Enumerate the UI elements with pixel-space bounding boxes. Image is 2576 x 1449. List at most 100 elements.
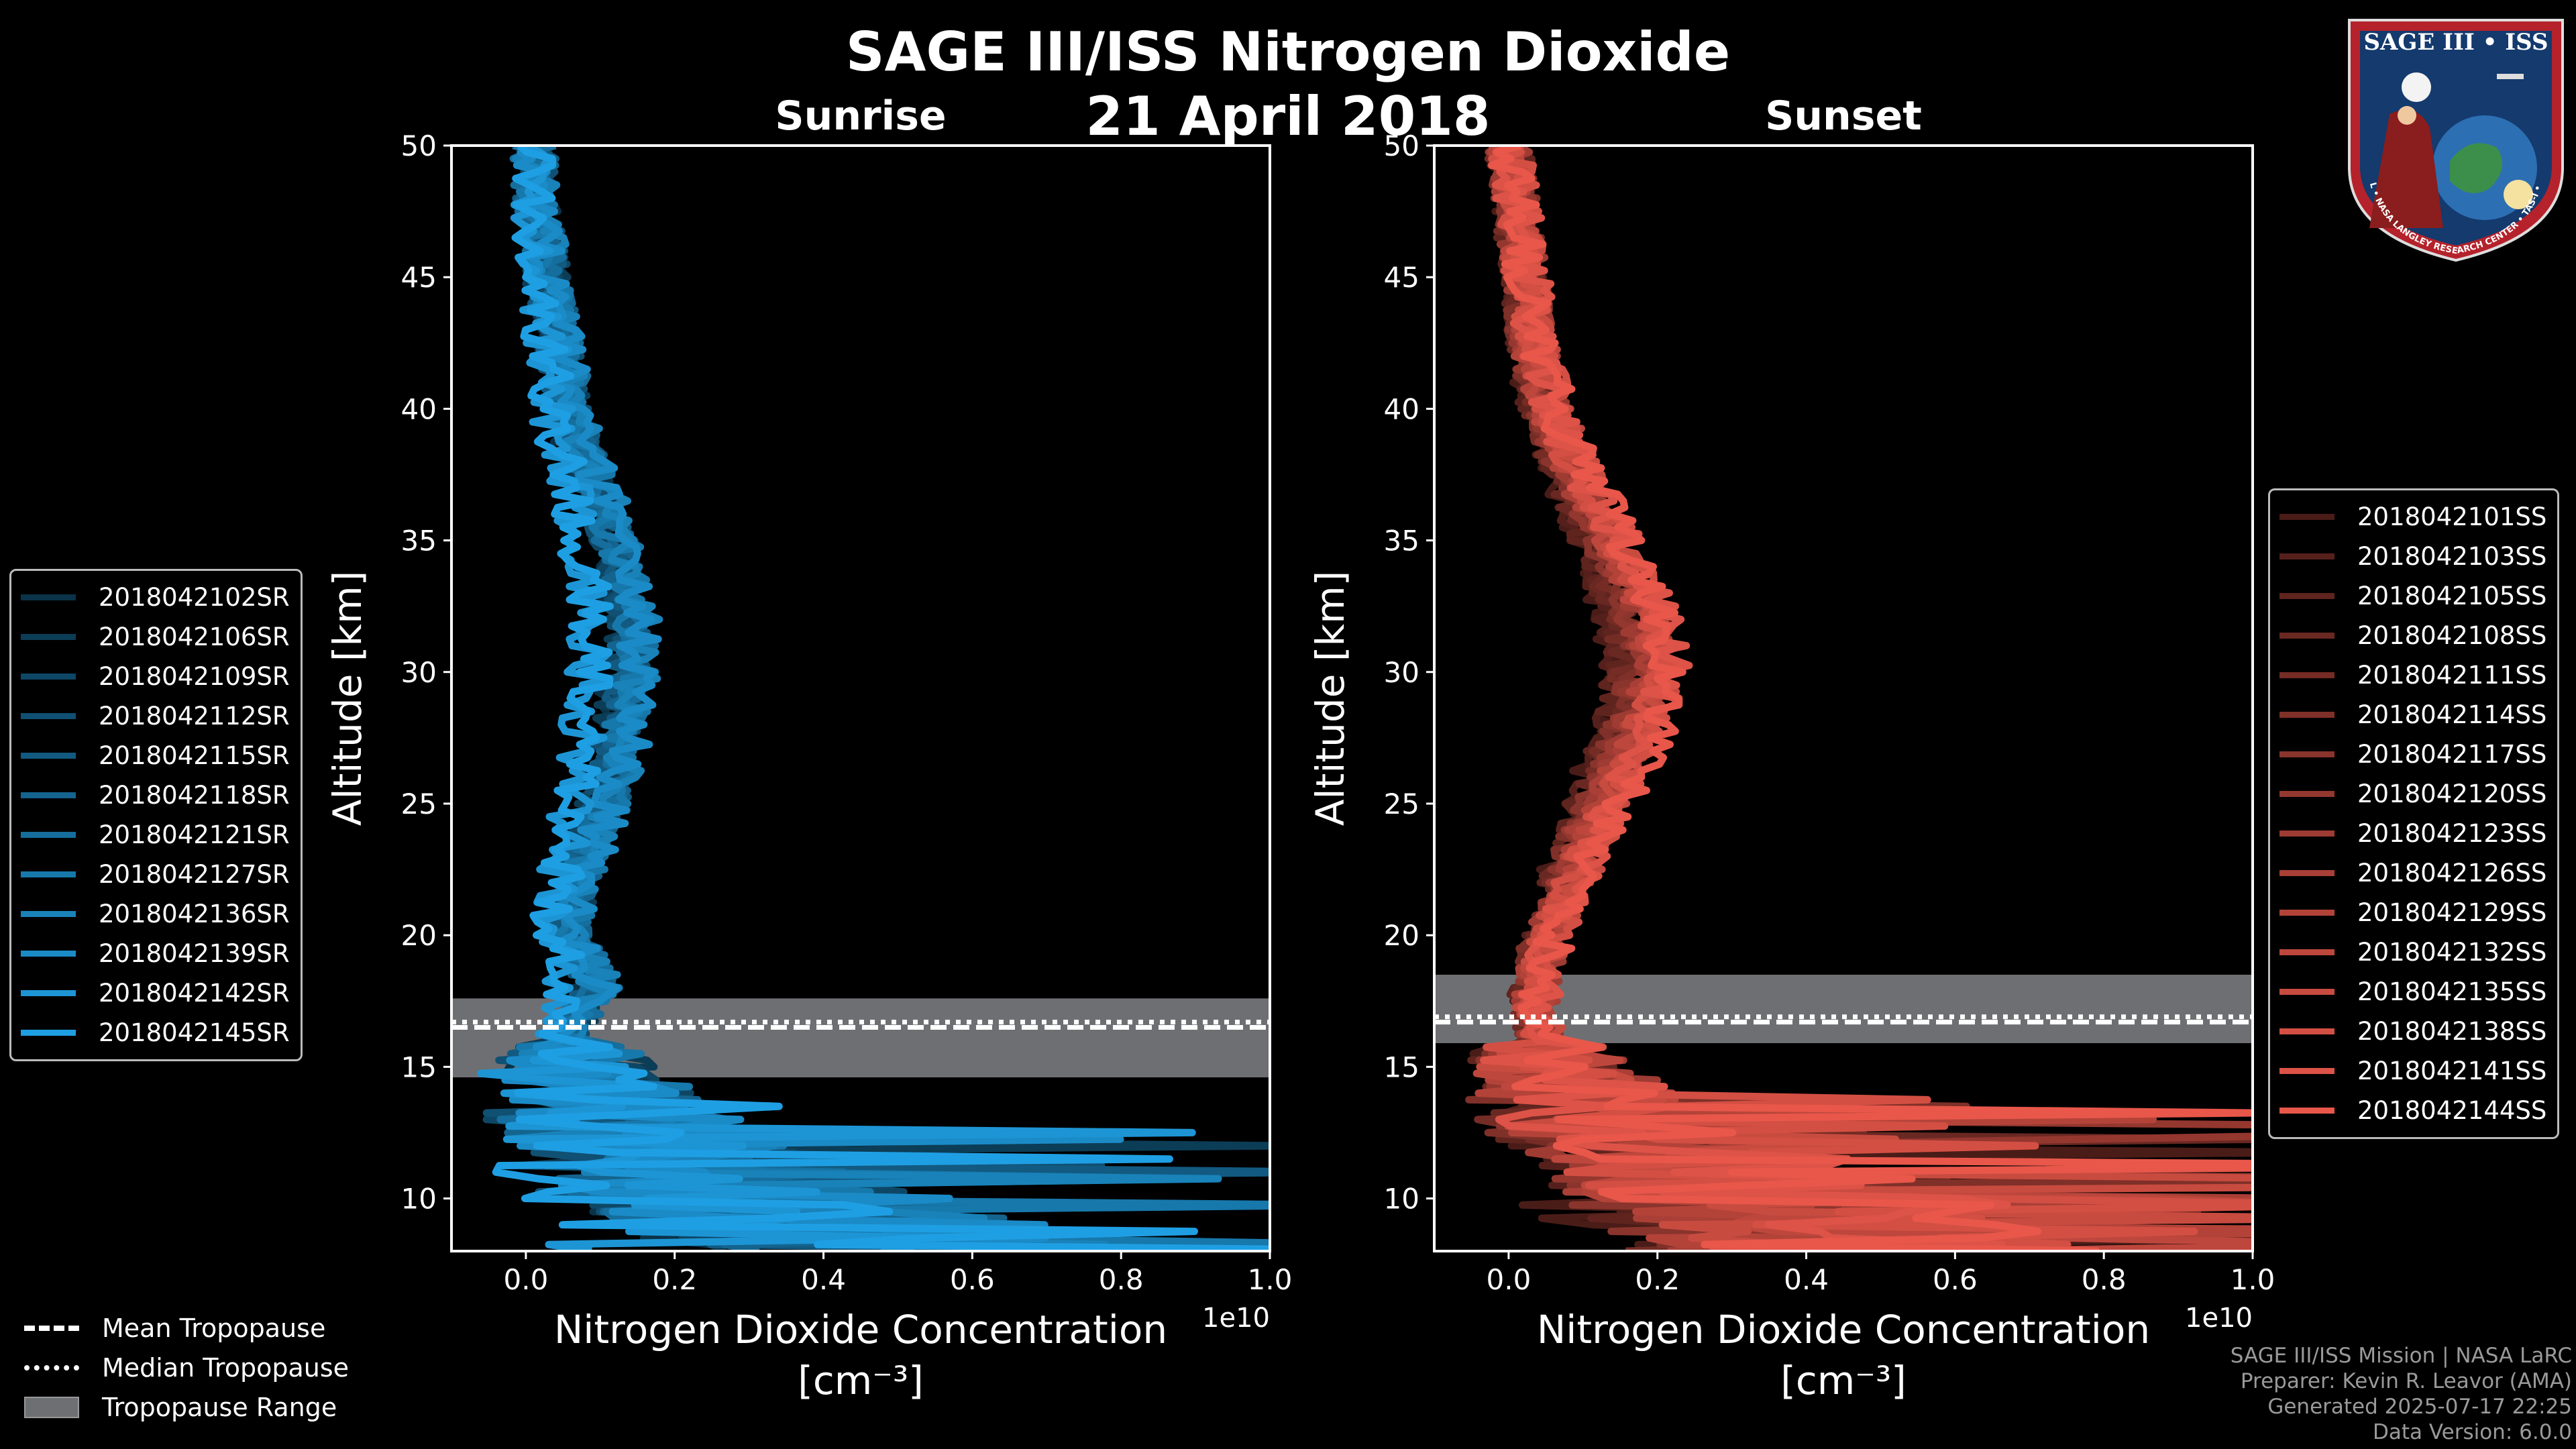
y-tick-label: 20 <box>1384 919 1419 952</box>
legend-item: 2018042142SR <box>21 973 290 1013</box>
x-axis-label: Nitrogen Dioxide Concentration <box>1537 1307 2150 1352</box>
x-tick-label: 0.8 <box>2082 1263 2127 1296</box>
axes-frame <box>1433 144 2254 1252</box>
tropopause-legend-item: Mean Tropopause <box>24 1308 349 1348</box>
legend-swatch <box>21 1030 76 1036</box>
x-offset-label: 1e10 <box>2185 1303 2253 1334</box>
x-tick-label: 0.6 <box>1933 1263 1978 1296</box>
legend-item: 2018042114SS <box>2279 695 2546 735</box>
x-axis-unit: [cm⁻³] <box>798 1358 924 1403</box>
legend-label: 2018042101SS <box>2357 502 2547 531</box>
legend-swatch <box>2279 791 2334 797</box>
legend-item: 2018042112SR <box>21 696 290 736</box>
sunset-legend: 2018042101SS 2018042103SS 2018042105SS 2018… <box>2268 488 2560 1139</box>
legend-label: 2018042111SS <box>2357 661 2547 690</box>
legend-label: 2018042108SS <box>2357 621 2547 650</box>
y-axis-label: Altitude [km] <box>325 571 370 826</box>
panel-title: Sunrise <box>775 93 946 140</box>
legend-swatch <box>2279 910 2334 916</box>
legend-label: 2018042120SS <box>2357 780 2547 808</box>
profile-line-2018042139SR <box>501 146 1124 1251</box>
profile-line-2018042145SR <box>492 146 1270 1251</box>
credit-line-version: Data Version: 6.0.0 <box>2372 1420 2572 1444</box>
legend-item: 2018042105SS <box>2279 576 2546 616</box>
credit-line-generated: Generated 2025-07-17 22:25 <box>2267 1395 2572 1419</box>
sage-iii-iss-mission-logo: SAGE III • ISS BALL • NASA LANGLEY RESEA… <box>2343 13 2564 262</box>
legend-item: 2018042118SR <box>21 775 290 815</box>
y-tick-label: 30 <box>401 656 437 689</box>
legend-item: 2018042144SS <box>2279 1091 2546 1130</box>
legend-label: 2018042105SS <box>2357 582 2547 610</box>
profile-line-2018042144SS <box>1487 146 2253 1251</box>
sunset-panel: 10 15 20 25 30 35 40 45 50 0.0 0.2 0.4 0.6 0.8 1.0 1e10… <box>1307 93 2275 1403</box>
y-tick-label: 50 <box>401 129 437 162</box>
x-tick-label: 0.0 <box>1487 1263 1532 1296</box>
legend-item: 2018042117SS <box>2279 735 2546 774</box>
legend-label: 2018042136SR <box>99 900 290 928</box>
legend-swatch <box>2279 1108 2334 1114</box>
x-tick-label: 1.0 <box>2231 1263 2275 1296</box>
legend-item: 2018042145SR <box>21 1013 290 1053</box>
legend-swatch <box>21 951 76 957</box>
x-tick-label: 1.0 <box>1248 1263 1293 1296</box>
legend-swatch <box>21 871 76 877</box>
main-title: SAGE III/ISS Nitrogen Dioxide <box>845 21 1731 83</box>
legend-label: 2018042117SS <box>2357 740 2547 769</box>
y-tick-label: 15 <box>1384 1051 1419 1083</box>
legend-swatch <box>2279 672 2334 678</box>
tropopause-legend-symbol <box>24 1325 79 1331</box>
legend-item: 2018042101SS <box>2279 497 2546 537</box>
credits: SAGE III/ISS Mission | NASA LaRC Prepare… <box>2231 1343 2572 1445</box>
legend-swatch <box>21 832 76 838</box>
x-axis-label: Nitrogen Dioxide Concentration <box>554 1307 1167 1352</box>
legend-label: 2018042144SS <box>2357 1096 2547 1125</box>
x-tick-label: 0.2 <box>1635 1263 1680 1296</box>
tropopause-legend-label: Median Tropopause <box>102 1352 349 1383</box>
legend-item: 2018042103SS <box>2279 537 2546 576</box>
legend-swatch <box>21 792 76 798</box>
legend-swatch <box>21 594 76 600</box>
legend-swatch <box>2279 751 2334 757</box>
legend-swatch <box>2279 870 2334 876</box>
tropopause-legend-symbol <box>24 1396 79 1418</box>
legend-item: 2018042127SR <box>21 855 290 894</box>
sunrise-panel: 10 15 20 25 30 35 40 45 50 0.0 0.2 0.4 0.6 0.8 1.0 1e10… <box>325 93 1293 1403</box>
y-tick-label: 35 <box>1384 525 1419 557</box>
x-axis-unit: [cm⁻³] <box>1780 1358 1907 1403</box>
legend-label: 2018042115SR <box>99 741 290 770</box>
legend-item: 2018042120SS <box>2279 774 2546 814</box>
legend-label: 2018042145SR <box>99 1018 290 1047</box>
legend-label: 2018042103SS <box>2357 542 2547 571</box>
tropopause-legend-label: Tropopause Range <box>102 1392 337 1422</box>
x-tick-label: 0.2 <box>652 1263 697 1296</box>
legend-item: 2018042102SR <box>21 578 290 617</box>
legend-swatch <box>21 990 76 996</box>
tropopause-range-band <box>1434 975 2253 1044</box>
panel-title: Sunset <box>1765 93 1922 140</box>
legend-label: 2018042127SR <box>99 860 290 889</box>
x-offset-label: 1e10 <box>1202 1303 1270 1334</box>
credit-line-mission: SAGE III/ISS Mission | NASA LaRC <box>2230 1344 2572 1368</box>
legend-item: 2018042135SS <box>2279 972 2546 1012</box>
legend-item: 2018042129SS <box>2279 893 2546 932</box>
y-tick-label: 30 <box>1384 656 1419 689</box>
legend-item: 2018042132SS <box>2279 932 2546 972</box>
y-tick-label: 40 <box>401 392 437 425</box>
legend-label: 2018042118SR <box>99 781 290 810</box>
logo-text: SAGE III • ISS <box>2363 29 2548 56</box>
legend-swatch <box>2279 1028 2334 1034</box>
main-date: 21 April 2018 <box>1085 85 1491 148</box>
legend-swatch <box>2279 553 2334 559</box>
y-tick-label: 45 <box>401 261 437 294</box>
tropopause-legend-item: Tropopause Range <box>24 1387 349 1427</box>
y-tick-label: 15 <box>401 1051 437 1083</box>
legend-label: 2018042112SR <box>99 702 290 731</box>
legend-label: 2018042138SS <box>2357 1017 2547 1046</box>
x-tick-label: 0.0 <box>504 1263 549 1296</box>
legend-swatch <box>21 674 76 680</box>
legend-swatch <box>21 753 76 759</box>
legend-label: 2018042123SS <box>2357 819 2547 848</box>
legend-label: 2018042129SS <box>2357 898 2547 927</box>
legend-item: 2018042138SS <box>2279 1012 2546 1051</box>
x-tick-label: 0.6 <box>950 1263 995 1296</box>
